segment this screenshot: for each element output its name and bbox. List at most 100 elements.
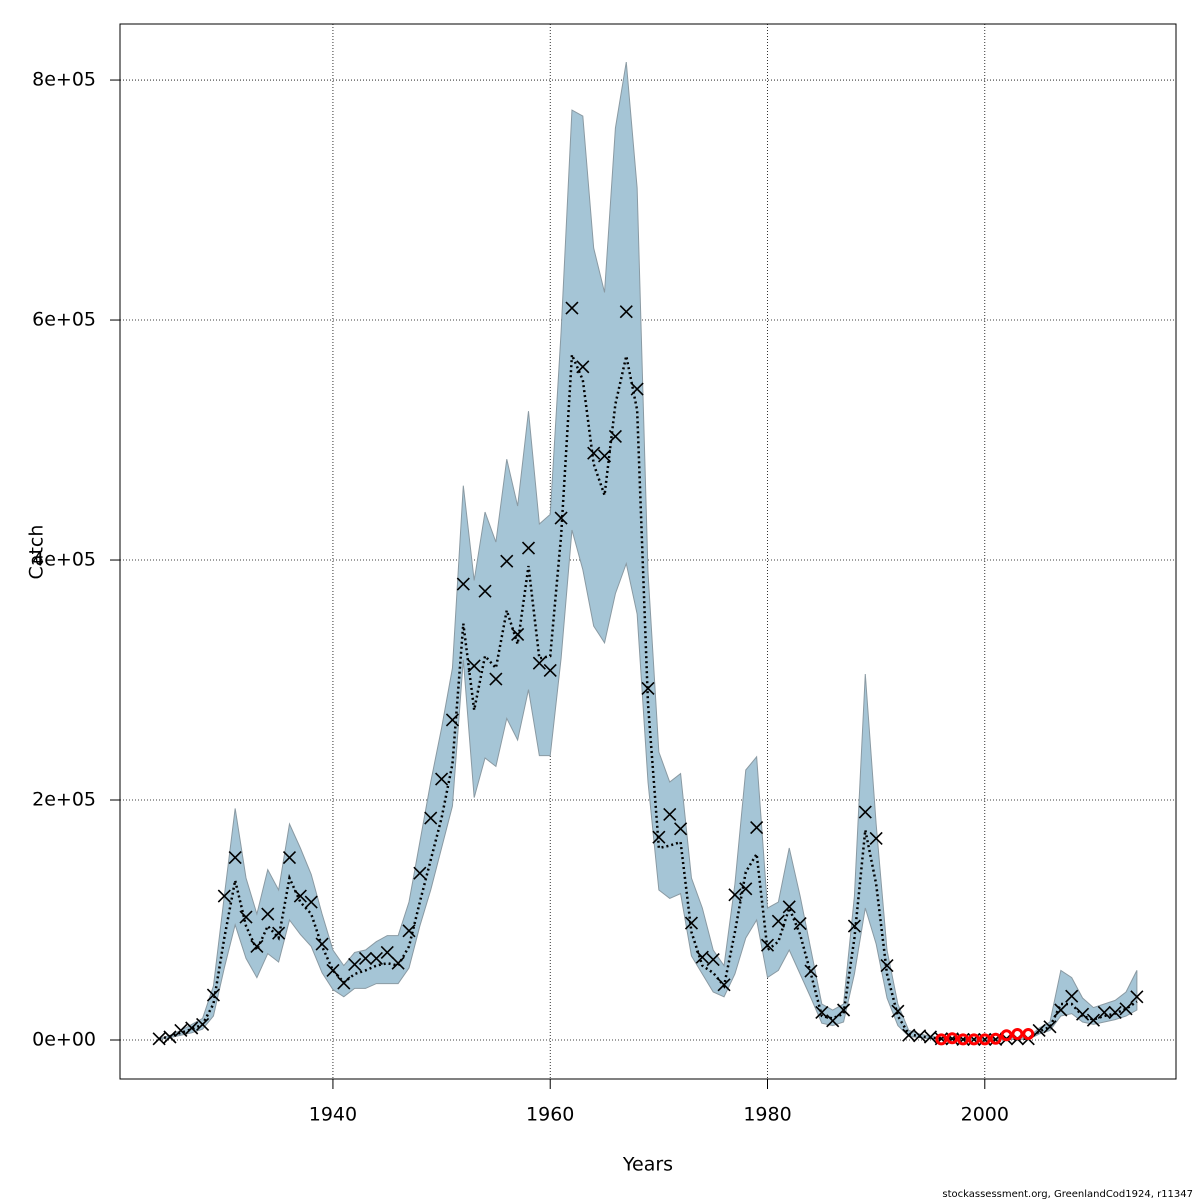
observation-marker — [337, 976, 351, 990]
circle-marker — [978, 1033, 991, 1046]
observation-marker — [478, 584, 492, 598]
observation-marker — [826, 1014, 840, 1028]
observation-marker — [902, 1028, 916, 1042]
observation-marker — [858, 805, 872, 819]
circle-marker — [989, 1032, 1002, 1045]
observation-marker — [913, 1029, 927, 1043]
observation-marker — [435, 772, 449, 786]
observation-marker — [152, 1032, 166, 1046]
observation-marker — [663, 807, 677, 821]
observation-marker — [793, 917, 807, 931]
observation-marker — [608, 429, 622, 443]
observation-marker — [1097, 1005, 1111, 1019]
observation-marker — [815, 1005, 829, 1019]
x-tick-label: 1960 — [526, 1104, 574, 1126]
observation-marker — [521, 541, 536, 555]
observation-marker — [228, 851, 242, 865]
observation-marker — [348, 957, 362, 971]
observation-marker — [695, 950, 709, 964]
observation-marker — [206, 988, 220, 1002]
observation-marker — [1130, 990, 1144, 1004]
observation-marker — [652, 830, 666, 844]
y-tick-label: 2e+05 — [32, 789, 96, 811]
y-tick-label: 8e+05 — [32, 69, 96, 91]
y-axis-label: Catch — [26, 525, 48, 580]
observation-marker — [923, 1030, 938, 1044]
observation-marker — [532, 656, 546, 670]
observation-marker — [565, 301, 579, 315]
observation-marker — [500, 554, 514, 568]
observation-marker — [424, 811, 438, 825]
circle-marker — [967, 1033, 980, 1046]
observation-marker — [1043, 1020, 1057, 1034]
observation-marker — [1108, 1005, 1122, 1019]
observation-marker — [587, 446, 601, 460]
x-tick-label: 2000 — [961, 1104, 1009, 1126]
observation-marker — [576, 360, 590, 374]
observation-marker — [1086, 1013, 1100, 1027]
observation-marker — [880, 959, 894, 973]
observation-marker — [217, 889, 231, 903]
observation-marker — [1076, 1007, 1090, 1021]
observation-marker — [630, 382, 644, 396]
observation-marker — [315, 937, 329, 951]
observation-marker — [543, 663, 557, 677]
observation-marker — [239, 910, 253, 924]
observation-marker — [391, 956, 405, 970]
observation-marker — [1032, 1023, 1046, 1037]
observation-marker — [804, 964, 818, 978]
observation-marker — [467, 659, 481, 673]
observation-marker — [869, 831, 883, 845]
observation-marker — [760, 938, 775, 952]
observation-marker — [1119, 1002, 1133, 1016]
observation-marker — [185, 1021, 199, 1035]
circle-marker — [1011, 1028, 1024, 1041]
observation-marker — [380, 945, 394, 959]
observation-marker — [402, 924, 416, 938]
observation-marker — [641, 681, 655, 695]
circle-marker — [1000, 1029, 1013, 1042]
observation-marker — [739, 882, 753, 896]
observation-marker — [1054, 1003, 1068, 1017]
observation-marker — [413, 866, 427, 880]
observation-marker — [511, 627, 525, 641]
x-axis-label: Years — [622, 1154, 673, 1176]
observation-marker — [836, 1003, 851, 1017]
observation-marker — [250, 939, 264, 953]
observation-marker — [163, 1030, 177, 1044]
observation-marker — [174, 1023, 188, 1037]
x-tick-label: 1980 — [743, 1104, 791, 1126]
observation-marker — [326, 963, 340, 977]
observation-marker — [847, 919, 861, 933]
observation-marker — [674, 822, 688, 836]
observation-marker — [782, 900, 796, 914]
circle-marker — [957, 1033, 970, 1046]
observation-marker — [706, 953, 720, 967]
observation-marker — [261, 907, 275, 921]
observation-marker — [717, 978, 731, 992]
observation-marker — [1065, 989, 1079, 1003]
y-tick-label: 6e+05 — [32, 309, 96, 331]
plot-frame — [119, 23, 1177, 1080]
observation-marker — [750, 821, 764, 835]
x-tick-label: 1940 — [309, 1104, 357, 1126]
observation-marker — [489, 672, 503, 686]
observation-marker — [282, 851, 297, 865]
circle-marker — [935, 1033, 948, 1046]
observation-marker — [554, 511, 568, 525]
observation-marker — [891, 1004, 905, 1018]
circle-marker — [1022, 1028, 1035, 1041]
observation-marker — [771, 914, 785, 928]
observation-marker — [456, 577, 470, 591]
observation-marker — [619, 305, 633, 319]
circle-marker — [946, 1032, 959, 1045]
observation-marker — [369, 951, 383, 965]
observation-marker — [293, 889, 307, 903]
observation-marker — [358, 951, 373, 965]
y-tick-label: 4e+05 — [32, 549, 96, 571]
observation-marker — [728, 888, 742, 902]
observation-marker — [304, 895, 318, 909]
observation-marker — [445, 713, 460, 727]
observation-marker — [272, 926, 286, 940]
